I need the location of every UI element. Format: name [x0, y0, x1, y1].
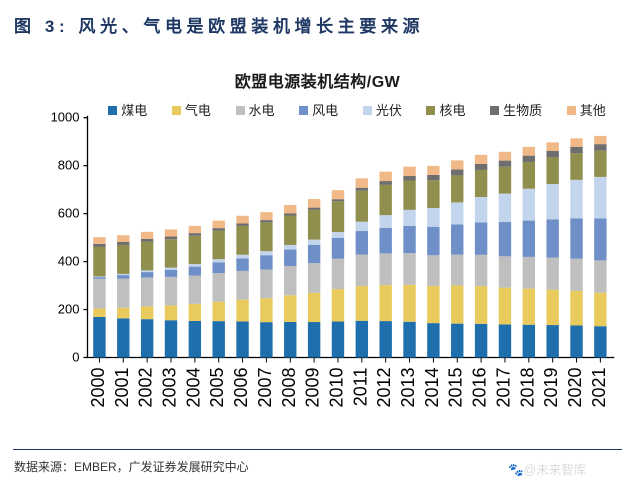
svg-text:2014: 2014	[422, 368, 442, 408]
svg-text:1000: 1000	[51, 110, 80, 125]
svg-text:2010: 2010	[326, 368, 346, 408]
svg-text:2007: 2007	[255, 368, 275, 408]
svg-text:2021: 2021	[589, 368, 609, 408]
svg-text:2002: 2002	[136, 368, 156, 408]
svg-text:800: 800	[58, 158, 80, 173]
svg-text:600: 600	[58, 206, 80, 221]
svg-text:2001: 2001	[112, 368, 132, 408]
svg-text:2000: 2000	[88, 368, 108, 408]
svg-text:2020: 2020	[565, 368, 585, 408]
svg-text:2017: 2017	[493, 368, 513, 408]
svg-text:2012: 2012	[374, 368, 394, 408]
svg-text:2011: 2011	[350, 368, 370, 407]
svg-text:2003: 2003	[159, 368, 179, 408]
svg-text:2008: 2008	[279, 368, 299, 408]
svg-text:2005: 2005	[207, 368, 227, 408]
svg-text:200: 200	[58, 302, 80, 317]
svg-text:2015: 2015	[446, 368, 466, 408]
svg-text:2009: 2009	[303, 368, 323, 408]
svg-text:2016: 2016	[470, 368, 490, 408]
svg-text:400: 400	[58, 254, 80, 269]
svg-text:2006: 2006	[231, 368, 251, 408]
svg-text:2018: 2018	[517, 368, 537, 408]
svg-text:2013: 2013	[398, 368, 418, 408]
svg-text:2019: 2019	[541, 368, 561, 408]
svg-text:2004: 2004	[183, 368, 203, 408]
svg-text:0: 0	[72, 350, 79, 365]
